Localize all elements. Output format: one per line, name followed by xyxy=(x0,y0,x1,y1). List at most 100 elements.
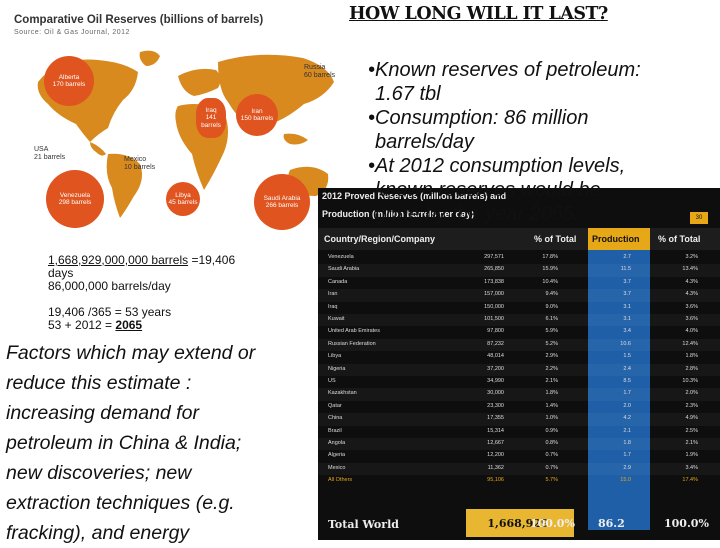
table-cell: 2.8% xyxy=(685,365,698,372)
bubble-alberta-name: Alberta xyxy=(58,73,80,81)
table-cell: 5.7% xyxy=(545,477,558,484)
total-reserves: 1,668,929 xyxy=(487,517,549,530)
table-cell: 297,571 xyxy=(484,254,504,260)
table-cell: 30,000 xyxy=(487,390,504,397)
bubble-alberta-value: 170 barrels xyxy=(52,81,86,88)
bubble-libya-name: Libya xyxy=(175,191,191,199)
table-row: United Arab Emirates 97,800 5.9% 3.4 4.0% xyxy=(318,326,720,338)
label-mexico-value: 10 barrels xyxy=(124,163,156,171)
col-head-production: Production xyxy=(592,234,640,244)
table-cell: 2.9 xyxy=(623,464,631,471)
table-cell: 48,014 xyxy=(487,353,504,360)
calc-sum: 53 + 2012 = xyxy=(48,318,116,332)
table-cell: 12,667 xyxy=(487,440,504,446)
label-mexico: Mexico 10 barrels xyxy=(124,156,164,171)
col-head-country: Country/Region/Company xyxy=(324,234,436,244)
bubble-iraq-name: Iraq xyxy=(205,106,217,114)
table-cell: Qatar xyxy=(328,402,342,409)
table-row: All Others 95,106 5.7% 15.0 17.4% xyxy=(318,475,720,487)
table-cell: 4.2 xyxy=(623,415,631,422)
table-cell: 17.4% xyxy=(682,477,698,484)
table-cell: 173,838 xyxy=(484,278,504,285)
table-cell: Mexico xyxy=(328,464,346,471)
table-row: Mexico 11,362 0.7% 2.9 3.4% xyxy=(318,462,720,476)
table-cell: 0.8% xyxy=(545,440,558,446)
table-row: Qatar 23,300 1.4% 2.0 2.3% xyxy=(318,401,720,413)
bubble-libya-value: 45 barrels xyxy=(168,199,198,206)
table-cell: 1.7 xyxy=(623,390,631,397)
table-cell: 2.1% xyxy=(545,378,558,384)
table-cell: 5.9% xyxy=(545,328,558,335)
table-cell: Canada xyxy=(328,278,348,285)
calc-line-2: days xyxy=(48,266,74,280)
total-label: Total World xyxy=(328,518,399,531)
bullet-1: •Known reserves of petroleum: 1.67 tbl xyxy=(368,58,698,106)
table-cell: 3.7 xyxy=(623,291,631,298)
table-cell: 17,355 xyxy=(487,415,504,422)
calc-line-4: 19,406 /365 = 53 years xyxy=(48,305,172,319)
table-row: Russian Federation 87,232 5.2% 10.6 12.4% xyxy=(318,338,720,352)
table-row: Kuwait 101,500 6.1% 3.1 3.6% xyxy=(318,314,720,327)
bubble-venezuela: Venezuela 298 barrels xyxy=(46,170,104,228)
calc-line-3: 86,000,000 barrels/day xyxy=(48,279,171,293)
table-cell: 11.5 xyxy=(620,266,631,273)
table-cell: 2.2% xyxy=(545,365,558,372)
table-title: 2012 Proved Reserves (million barrels) a… xyxy=(322,191,507,201)
label-russia-value: 60 barrels xyxy=(304,71,336,79)
calc-line-1: 1,668,929,000,000 barrels =19,406 xyxy=(48,254,308,267)
table-cell: 3.6% xyxy=(685,316,698,322)
factors-text: Factors which may extend or reduce this … xyxy=(6,338,324,548)
label-russia: Russia 60 barrels xyxy=(304,64,344,79)
table-cell: Kazakhstan xyxy=(328,390,357,397)
bubble-venezuela-value: 298 barrels xyxy=(58,199,92,206)
table-row: Brazil 15,314 0.9% 2.1 2.5% xyxy=(318,426,720,438)
table-cell: 3.1 xyxy=(623,316,631,322)
table-row: Iran 157,000 9.4% 3.7 4.3% xyxy=(318,289,720,302)
bullet-2-line-1: •Consumption: 86 million xyxy=(368,107,589,129)
bubble-iraq-value: 141 barrels xyxy=(201,114,221,129)
table-cell: 0.9% xyxy=(545,427,558,434)
calc-numerator: 1,668,929,000,000 barrels xyxy=(48,253,189,267)
table-cell: All Others xyxy=(328,477,353,484)
factors-line-1: Factors which may extend or xyxy=(6,342,256,364)
factors-line-3: increasing demand for xyxy=(6,402,199,424)
table-cell: 3.1 xyxy=(623,303,631,310)
total-pct-1: 100.0% xyxy=(530,517,575,530)
table-cell: 15,314 xyxy=(487,427,504,434)
table-row: Libya 48,014 2.9% 1.5 1.8% xyxy=(318,351,720,363)
table-cell: 3.2% xyxy=(685,254,698,260)
world-map: Alberta 170 barrels Iraq 141 barrels Iran 1… xyxy=(28,42,340,230)
table-cell: 2.1% xyxy=(685,440,698,446)
table-row: Nigeria 37,200 2.2% 2.4 2.8% xyxy=(318,363,720,376)
bullet-1-line-2: 1.67 tbl xyxy=(375,83,441,105)
bubble-saudi-arabia: Saudi Arabia 266 barrels xyxy=(254,174,310,230)
label-usa: USA 21 barrels xyxy=(34,146,74,161)
factors-line-7: fracking), and energy xyxy=(6,522,190,544)
table-row: Iraq 150,000 9.0% 3.1 3.6% xyxy=(318,302,720,314)
table-cell: 1.8 xyxy=(623,440,631,446)
table-cell: 97,800 xyxy=(487,328,504,335)
reserves-table: 2012 Proved Reserves (million barrels) a… xyxy=(318,188,720,540)
factors-line-2: reduce this estimate : xyxy=(6,372,192,394)
table-cell: Iran xyxy=(328,291,338,298)
table-row: US 34,990 2.1% 8.5 10.3% xyxy=(318,376,720,388)
table-cell: 4.3% xyxy=(685,291,698,298)
bubble-venezuela-name: Venezuela xyxy=(59,191,91,199)
bubble-iran: Iran 150 barrels xyxy=(236,94,278,136)
table-cell: 17.8% xyxy=(542,254,558,260)
bullet-3-line-1: •At 2012 consumption levels, xyxy=(368,155,626,177)
table-cell: 34,990 xyxy=(487,378,504,384)
factors-line-4: petroleum in China & India; xyxy=(6,432,242,454)
table-row: Algeria 12,200 0.7% 1.7 1.9% xyxy=(318,450,720,462)
map-source: Source: Oil & Gas Journal, 2012 xyxy=(14,29,130,36)
bubble-saudi-arabia-value: 266 barrels xyxy=(265,202,299,209)
table-row: Canada 173,838 10.4% 3.7 4.3% xyxy=(318,277,720,289)
table-cell: Russian Federation xyxy=(328,340,376,347)
table-cell: 1.7 xyxy=(623,452,631,459)
total-production: 86.2 xyxy=(598,517,625,530)
table-cell: 2.0% xyxy=(685,390,698,397)
bubble-saudi-arabia-name: Saudi Arabia xyxy=(263,194,301,202)
table-cell: 9.4% xyxy=(545,291,558,298)
table-cell: 1.4% xyxy=(545,402,558,409)
table-cell: 150,000 xyxy=(484,303,504,310)
